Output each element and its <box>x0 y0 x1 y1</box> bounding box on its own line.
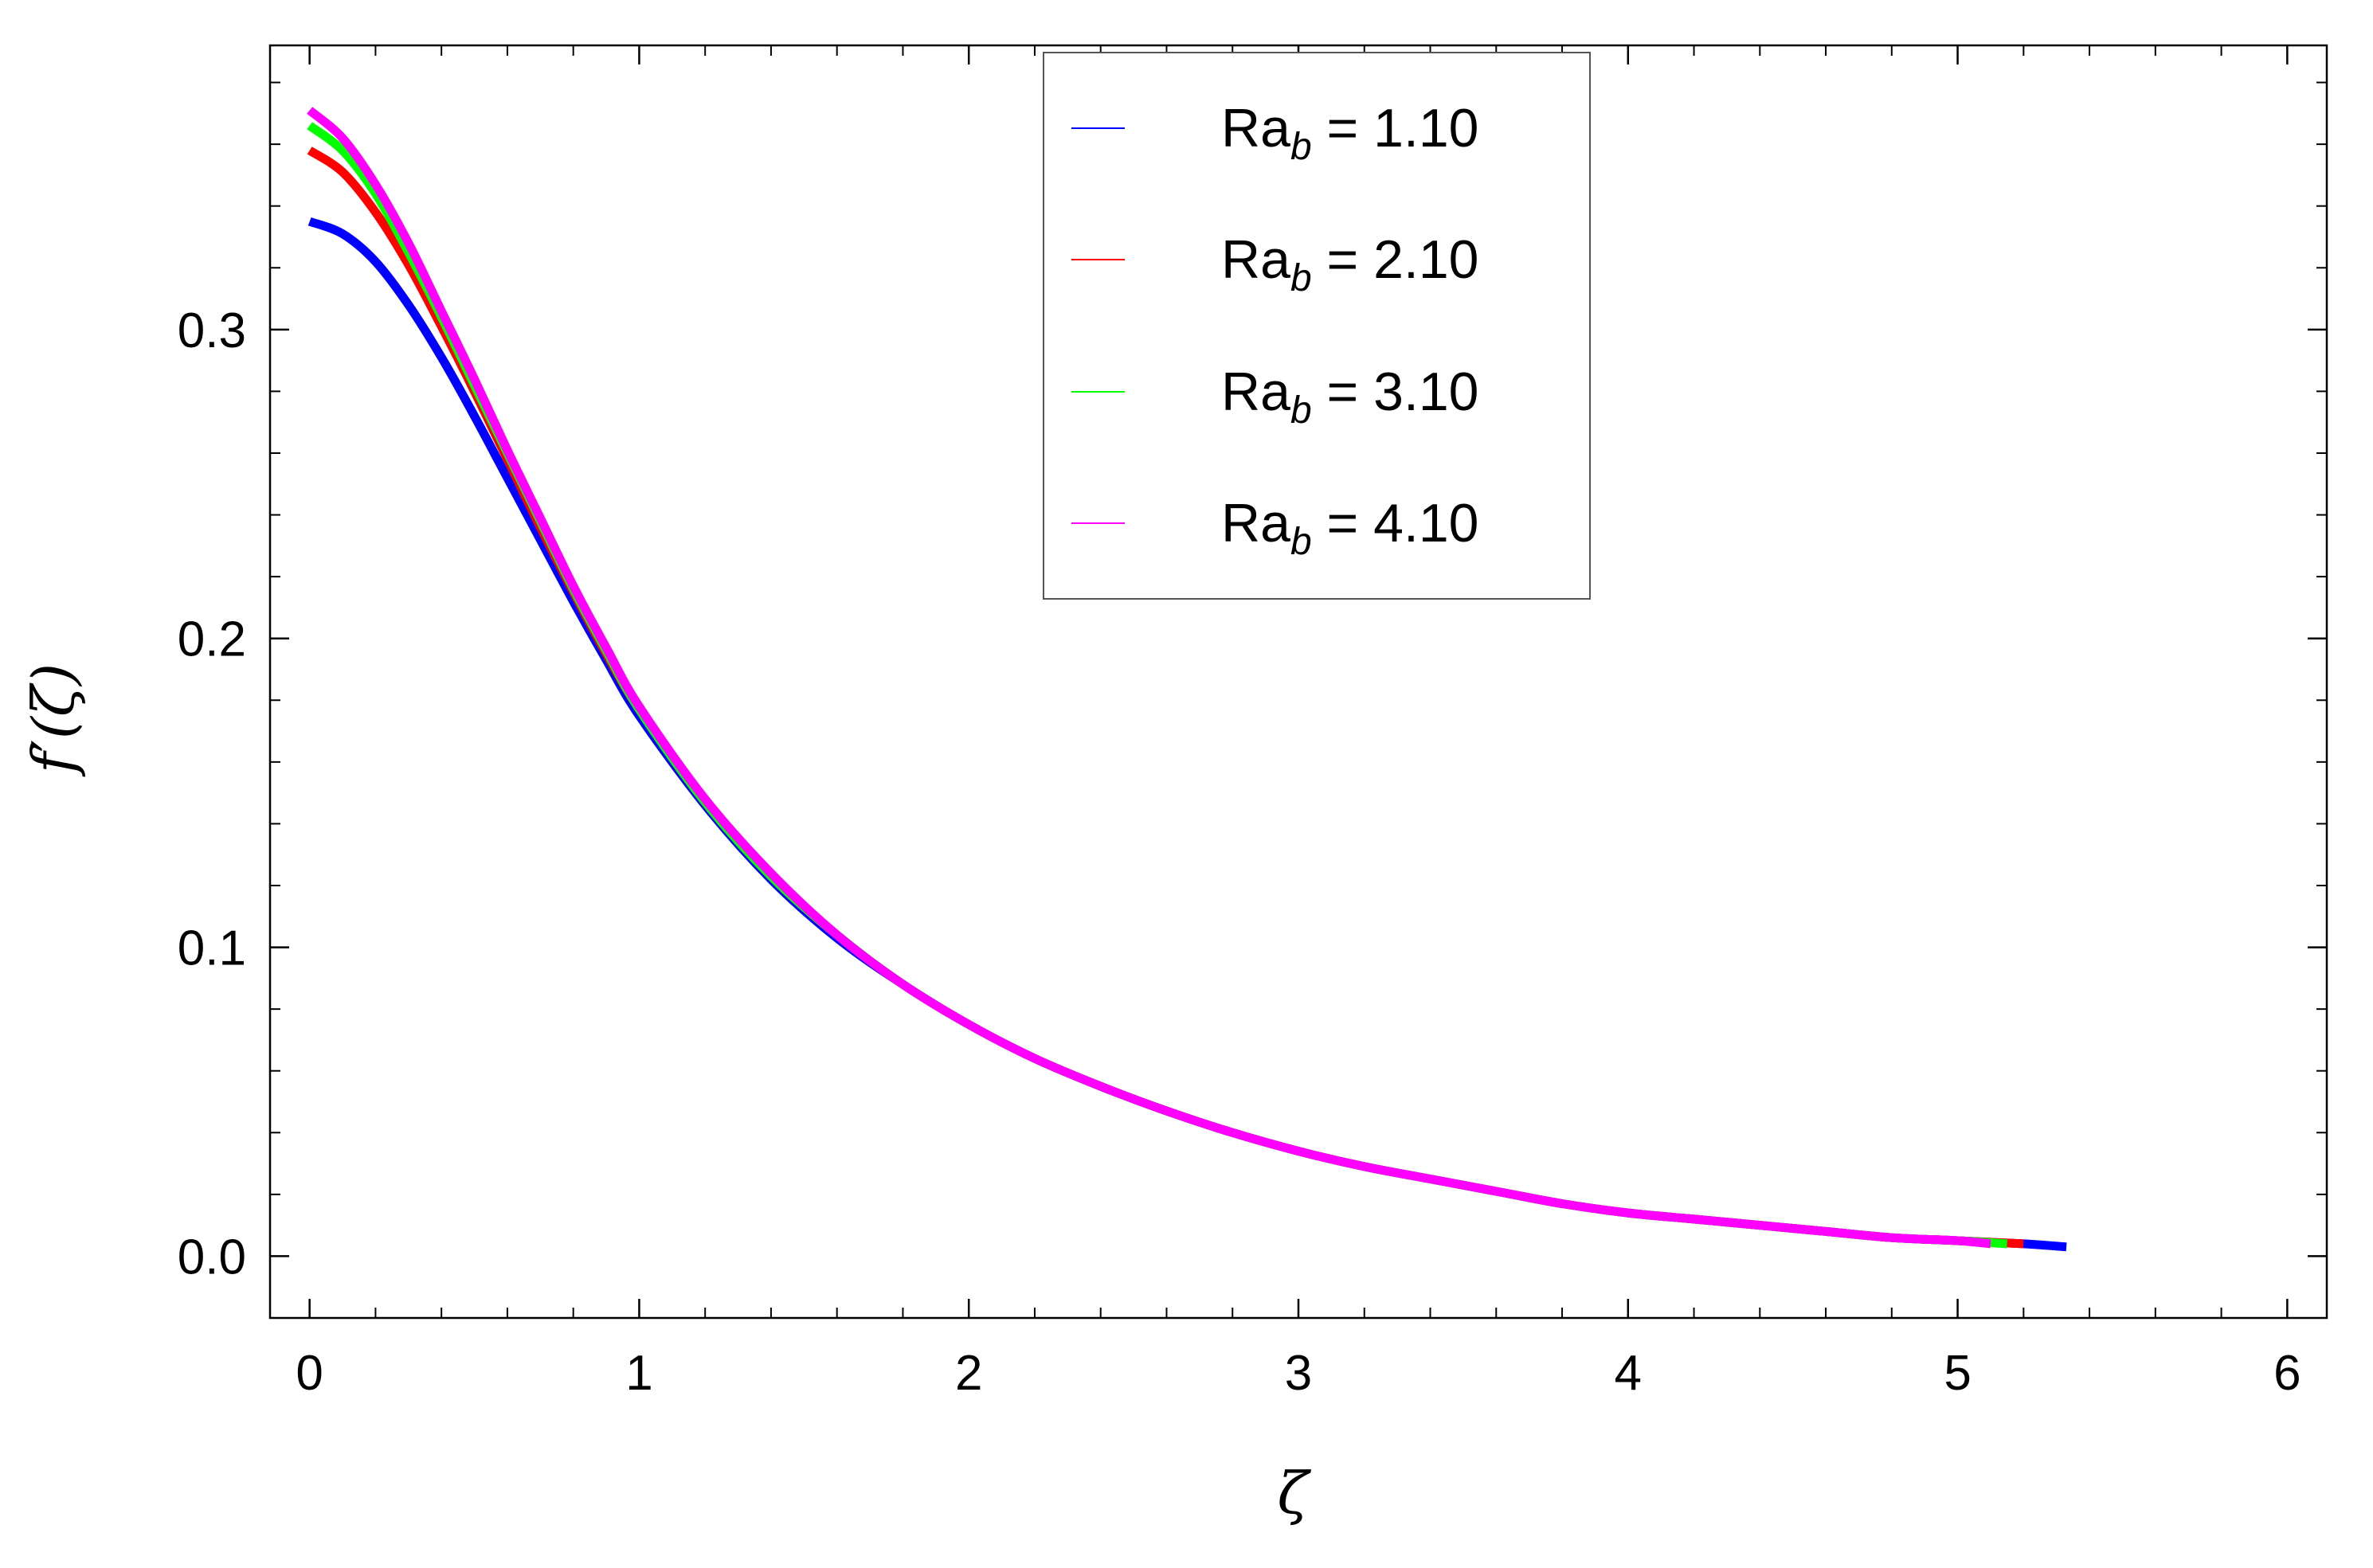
y-axis-label-prime: ′ <box>20 739 87 752</box>
x-tick-label: 4 <box>1615 1346 1642 1401</box>
legend-entry: Rab = 2.10 <box>1071 229 1478 299</box>
y-tick-labels: 0.0 0.1 0.2 0.3 <box>178 303 246 1285</box>
legend-entry: Rab = 1.10 <box>1071 98 1478 168</box>
x-tick-label: 0 <box>296 1346 323 1401</box>
legend-sub: b <box>1290 389 1312 432</box>
legend-sub: b <box>1290 126 1312 168</box>
legend-var: Ra <box>1221 493 1290 553</box>
x-tick-labels: 0 1 2 3 4 5 6 <box>296 1346 2301 1401</box>
legend: Rab = 1.10 Rab = 2.10 Rab = 3.10 Rab = 4… <box>1043 52 1591 600</box>
plot-frame <box>268 44 2328 1320</box>
x-tick-label: 1 <box>625 1346 652 1401</box>
legend-entry: Rab = 3.10 <box>1071 362 1478 432</box>
legend-sub: b <box>1290 257 1312 299</box>
y-tick-label: 0.1 <box>178 921 246 976</box>
major-ticks <box>270 45 2327 1318</box>
y-axis-label: f′(ζ) <box>20 663 87 777</box>
legend-suffix: = 2.10 <box>1312 229 1479 290</box>
legend-suffix: = 4.10 <box>1312 493 1479 553</box>
legend-sub: b <box>1290 521 1312 563</box>
x-axis-label: ζ <box>1277 1460 1311 1527</box>
legend-entry: Rab = 4.10 <box>1071 493 1478 563</box>
legend-var: Ra <box>1221 229 1290 290</box>
x-tick-label: 6 <box>2273 1346 2301 1401</box>
y-axis-label-arg: (ζ) <box>20 663 87 739</box>
x-tick-label: 2 <box>955 1346 982 1401</box>
x-tick-label: 5 <box>1944 1346 1971 1401</box>
legend-label: Rab = 1.10 <box>1221 98 1478 168</box>
legend-box <box>1043 52 1591 600</box>
legend-suffix: = 3.10 <box>1312 362 1479 422</box>
legend-label: Rab = 3.10 <box>1221 362 1478 432</box>
y-tick-label: 0.0 <box>178 1230 246 1285</box>
series-line-4 <box>307 107 1991 1249</box>
legend-var: Ra <box>1221 98 1290 158</box>
y-tick-label: 0.2 <box>178 612 246 667</box>
x-tick-label: 3 <box>1285 1346 1312 1401</box>
legend-label: Rab = 2.10 <box>1221 229 1478 299</box>
legend-var: Ra <box>1221 362 1290 422</box>
y-tick-label: 0.3 <box>178 303 246 358</box>
legend-suffix: = 1.10 <box>1312 98 1479 158</box>
series-layer <box>307 107 2067 1252</box>
legend-label: Rab = 4.10 <box>1221 493 1478 563</box>
